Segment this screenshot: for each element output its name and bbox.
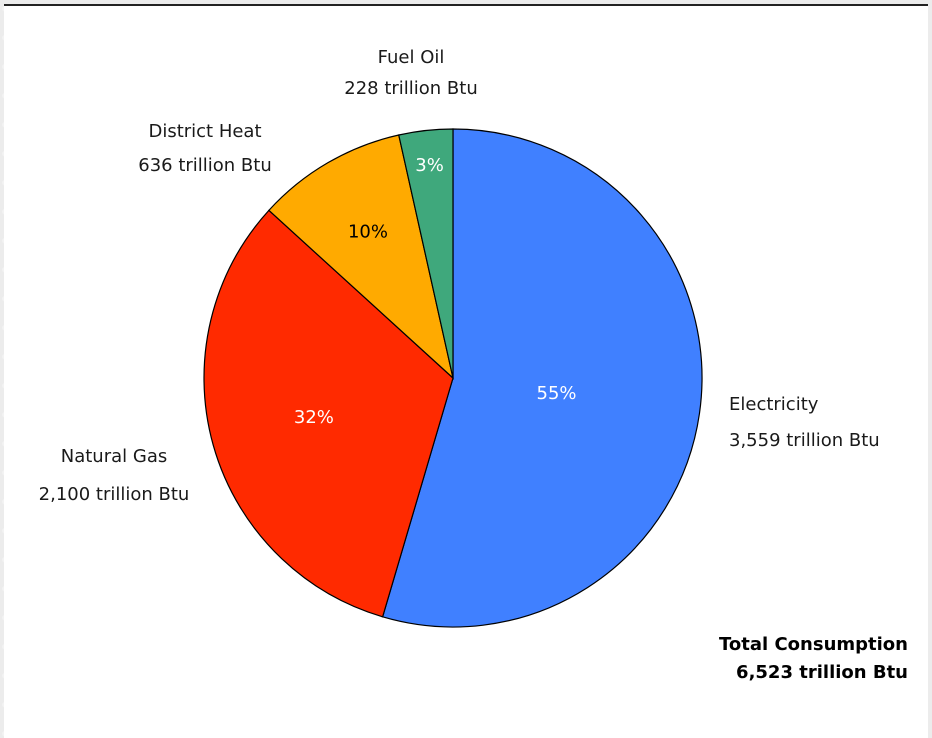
slice-name-label-district-heat: District Heat [148, 121, 261, 142]
pie-slice-district-heat [268, 134, 454, 380]
pie-slice-fuel-oil [398, 128, 454, 379]
slice-name-label-electricity: Electricity [729, 394, 819, 415]
percent-label-fuel-oil: 3% [415, 155, 444, 176]
pie-slice-electricity [381, 128, 703, 628]
total-consumption-label: Total Consumption [719, 634, 908, 655]
percent-label-natural-gas: 32% [294, 407, 334, 428]
slice-name-label-fuel-oil: Fuel Oil [378, 47, 445, 68]
slice-value-label-fuel-oil: 228 trillion Btu [344, 78, 478, 99]
slice-value-label-district-heat: 636 trillion Btu [138, 155, 272, 176]
pie-chart: 55% Electricity 3,559 trillion Btu 32% Natur… [39, 47, 908, 683]
slice-value-label-natural-gas: 2,100 trillion Btu [39, 484, 190, 505]
percent-label-district-heat: 10% [348, 222, 388, 243]
pie-slice-natural-gas [203, 209, 454, 618]
slice-value-label-electricity: 3,559 trillion Btu [729, 430, 880, 451]
slice-name-label-natural-gas: Natural Gas [61, 446, 167, 467]
percent-label-electricity: 55% [537, 383, 577, 404]
chart-panel: 55% Electricity 3,559 trillion Btu 32% Natur… [4, 4, 928, 738]
total-consumption-value: 6,523 trillion Btu [736, 662, 908, 683]
